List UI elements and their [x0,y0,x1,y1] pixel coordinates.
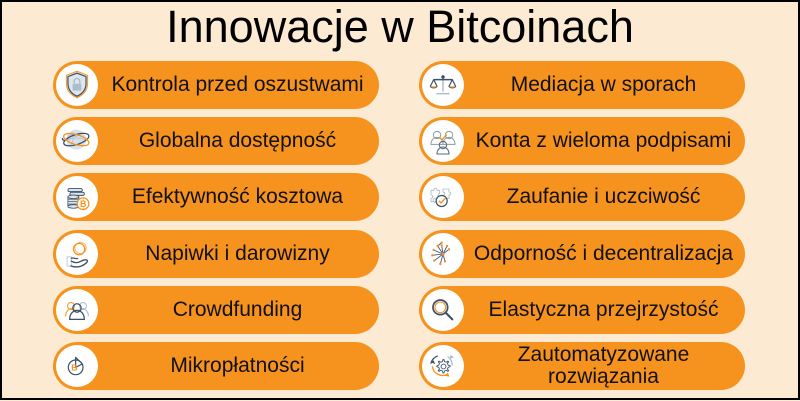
svg-text:B: B [71,363,77,373]
